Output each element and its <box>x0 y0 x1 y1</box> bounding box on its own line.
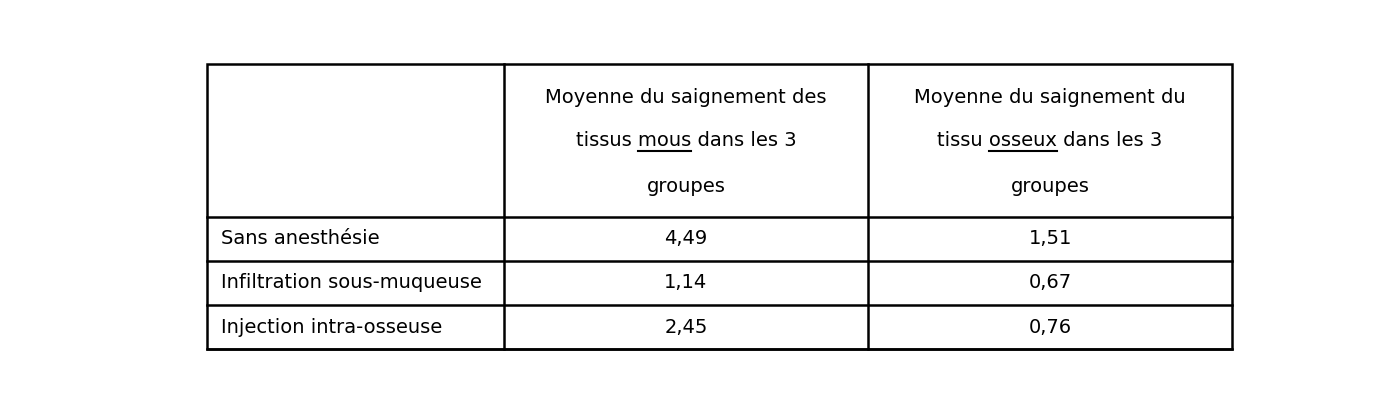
Text: tissu osseux dans les 3: tissu osseux dans les 3 <box>937 131 1163 150</box>
Text: groupes: groupes <box>646 177 726 195</box>
Text: 2,45: 2,45 <box>664 318 708 337</box>
Text: 0,76: 0,76 <box>1028 318 1071 337</box>
Text: 1,14: 1,14 <box>664 274 708 293</box>
Text: Infiltration sous-muqueuse: Infiltration sous-muqueuse <box>220 274 482 293</box>
Text: groupes: groupes <box>1011 177 1089 195</box>
Text: tissus ​mous​ dans les 3: tissus ​mous​ dans les 3 <box>575 131 797 150</box>
Text: Injection intra-osseuse: Injection intra-osseuse <box>220 318 442 337</box>
Text: 4,49: 4,49 <box>664 229 708 248</box>
Text: 0,67: 0,67 <box>1028 274 1071 293</box>
Text: Moyenne du saignement du: Moyenne du saignement du <box>914 88 1185 107</box>
Text: Moyenne du saignement des: Moyenne du saignement des <box>545 88 826 107</box>
Text: 1,51: 1,51 <box>1028 229 1071 248</box>
Text: Sans anesthésie: Sans anesthésie <box>220 229 379 248</box>
